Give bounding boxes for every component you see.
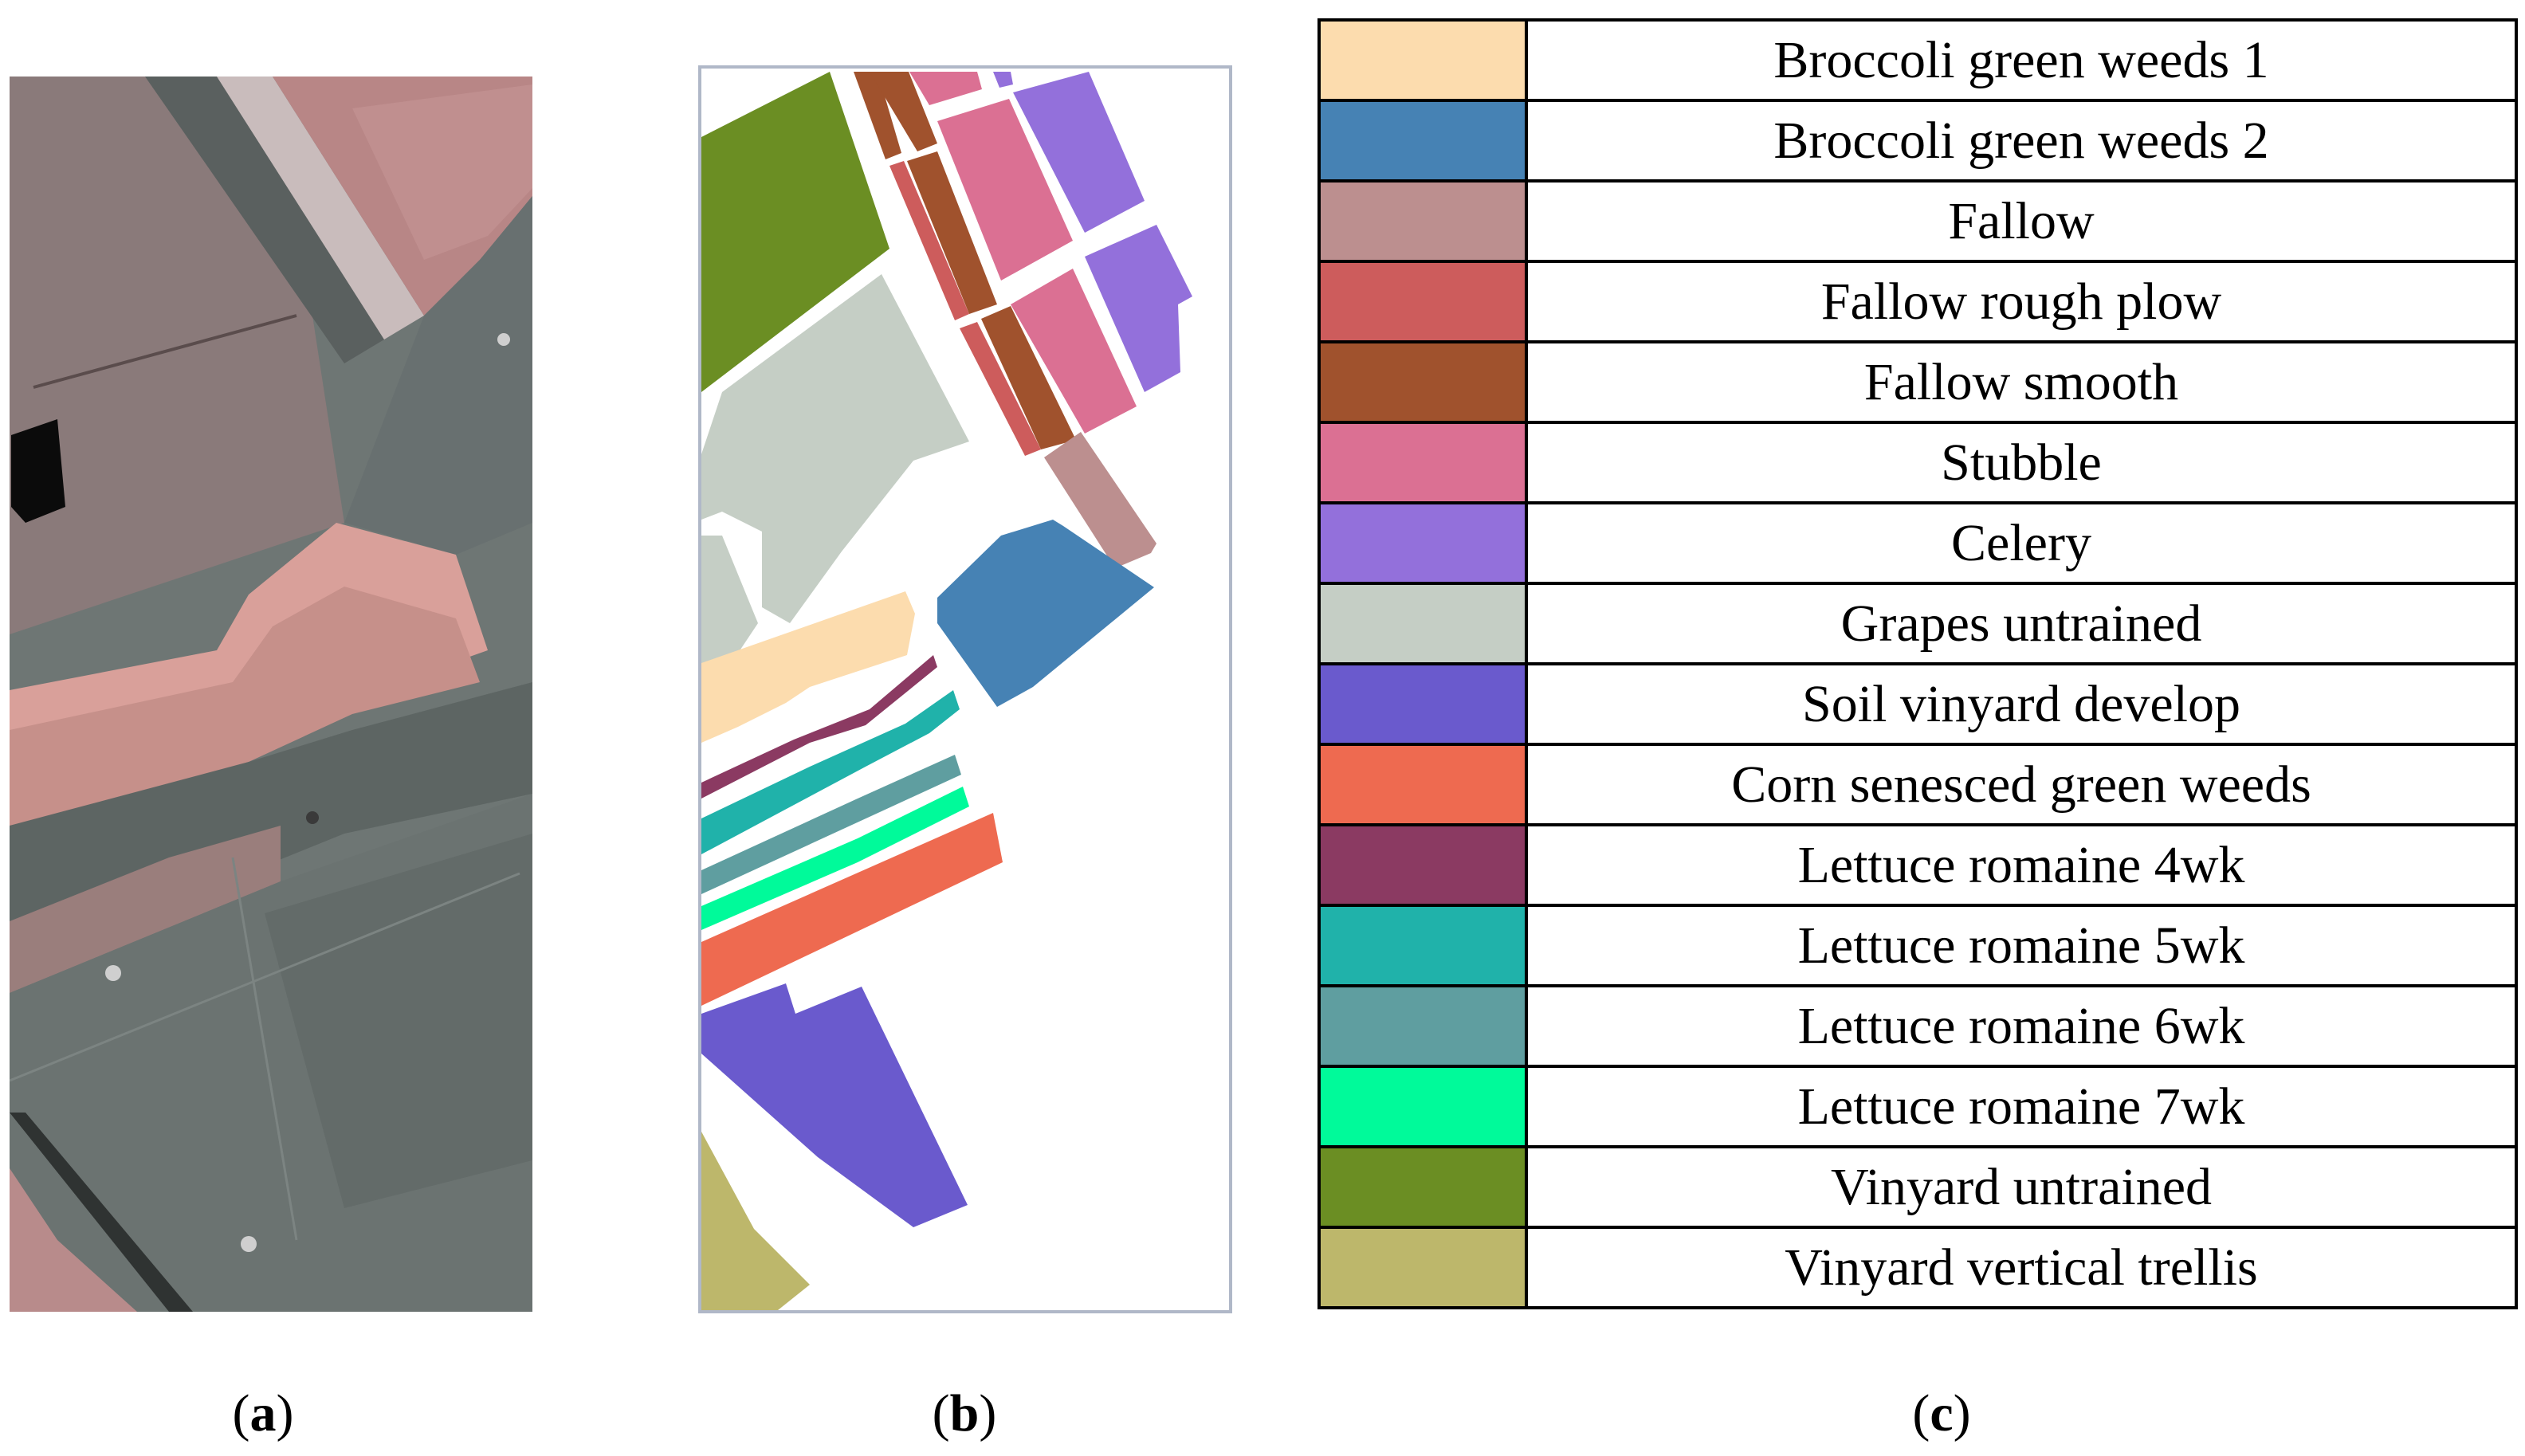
legend-swatch <box>1317 18 1528 102</box>
region-vinyard-untrained <box>701 72 889 392</box>
region-soil-vinyard-develop <box>701 983 968 1227</box>
region-celery-2 <box>1013 72 1145 233</box>
caption-b-close: ) <box>979 1384 997 1442</box>
region-fallow <box>1044 432 1156 568</box>
region-lettuce-romaine-4wk <box>701 655 937 799</box>
region-fallow-smooth-1 <box>854 72 901 159</box>
legend-row: Lettuce romaine 4wk <box>1317 823 2518 907</box>
legend-label: Broccoli green weeds 2 <box>1525 99 2518 182</box>
region-lettuce-romaine-6wk <box>701 755 961 894</box>
legend-row: Broccoli green weeds 1 <box>1317 18 2518 102</box>
legend-swatch <box>1317 99 1528 182</box>
caption-b-letter: b <box>949 1384 980 1442</box>
legend-row: Lettuce romaine 7wk <box>1317 1065 2518 1148</box>
region-fallow-smooth-2 <box>870 72 937 151</box>
caption-c-open: ( <box>1912 1384 1930 1442</box>
region-broccoli-green-weeds-1 <box>701 591 915 743</box>
legend-row: Fallow smooth <box>1317 340 2518 424</box>
legend-label: Soil vinyard develop <box>1525 662 2518 746</box>
caption-a-open: ( <box>232 1384 250 1442</box>
region-celery-1 <box>993 72 1013 88</box>
region-lettuce-romaine-7wk <box>701 787 969 930</box>
region-fallow-rough-plow-1 <box>889 161 969 320</box>
legend-label: Grapes untrained <box>1525 582 2518 665</box>
legend-label: Corn senesced green weeds <box>1525 743 2518 826</box>
region-stubble-3 <box>1011 269 1137 434</box>
legend-swatch <box>1317 1065 1528 1148</box>
legend-label: Broccoli green weeds 1 <box>1525 18 2518 102</box>
legend-swatch <box>1317 260 1528 343</box>
caption-a: (a) <box>183 1383 343 1444</box>
legend-swatch <box>1317 662 1528 746</box>
caption-a-letter: a <box>249 1384 277 1442</box>
legend-row: Vinyard vertical trellis <box>1317 1226 2518 1309</box>
region-celery-3 <box>1085 225 1192 392</box>
region-stubble-1 <box>909 72 982 105</box>
legend-row: Grapes untrained <box>1317 582 2518 665</box>
legend-swatch <box>1317 179 1528 263</box>
legend-table: Broccoli green weeds 1 Broccoli green wee… <box>1317 18 2518 1309</box>
legend-swatch <box>1317 501 1528 585</box>
legend-row: Lettuce romaine 5wk <box>1317 904 2518 987</box>
legend-label: Fallow <box>1525 179 2518 263</box>
legend-row: Fallow rough plow <box>1317 260 2518 343</box>
legend-row: Broccoli green weeds 2 <box>1317 99 2518 182</box>
legend-label: Lettuce romaine 5wk <box>1525 904 2518 987</box>
region-grapes-untrained-small <box>701 536 758 679</box>
ground-truth-map <box>698 65 1232 1313</box>
legend-swatch <box>1317 743 1528 826</box>
satellite-image <box>10 77 532 1312</box>
legend-swatch <box>1317 421 1528 504</box>
legend-row: Vinyard untrained <box>1317 1145 2518 1229</box>
region-vinyard-vertical-trellis <box>701 1132 810 1310</box>
legend-label: Vinyard vertical trellis <box>1525 1226 2518 1309</box>
legend-row: Stubble <box>1317 421 2518 504</box>
caption-a-close: ) <box>276 1384 294 1442</box>
region-fallow-smooth-4 <box>981 306 1076 449</box>
legend-row: Lettuce romaine 6wk <box>1317 984 2518 1068</box>
satellite-image-panel <box>10 77 532 1312</box>
legend-label: Lettuce romaine 7wk <box>1525 1065 2518 1148</box>
caption-b: (b) <box>885 1383 1044 1444</box>
region-lettuce-romaine-5wk <box>701 690 960 854</box>
legend-label: Stubble <box>1525 421 2518 504</box>
legend-label: Celery <box>1525 501 2518 585</box>
legend-swatch <box>1317 984 1528 1068</box>
legend-swatch <box>1317 340 1528 424</box>
region-broccoli-green-weeds-2 <box>937 520 1154 707</box>
legend-swatch <box>1317 582 1528 665</box>
region-stubble-2 <box>937 99 1073 281</box>
ground-truth-map-panel <box>698 65 1232 1313</box>
legend-body: Broccoli green weeds 1 Broccoli green wee… <box>1317 18 2518 1309</box>
legend-swatch <box>1317 1226 1528 1309</box>
region-fallow-rough-plow-2 <box>960 322 1041 456</box>
caption-c-letter: c <box>1930 1384 1954 1442</box>
legend-label: Fallow rough plow <box>1525 260 2518 343</box>
legend-swatch <box>1317 904 1528 987</box>
caption-c-close: ) <box>1953 1384 1971 1442</box>
legend-label: Fallow smooth <box>1525 340 2518 424</box>
region-fallow-smooth-3 <box>907 151 997 314</box>
region-grapes-untrained <box>701 274 969 623</box>
legend-label: Lettuce romaine 4wk <box>1525 823 2518 907</box>
legend-row: Celery <box>1317 501 2518 585</box>
region-corn-senesced-green-weeds <box>701 813 1003 1006</box>
legend-row: Corn senesced green weeds <box>1317 743 2518 826</box>
legend-swatch <box>1317 823 1528 907</box>
legend-label: Vinyard untrained <box>1525 1145 2518 1229</box>
legend-label: Lettuce romaine 6wk <box>1525 984 2518 1068</box>
legend-swatch <box>1317 1145 1528 1229</box>
legend-row: Fallow <box>1317 179 2518 263</box>
caption-b-open: ( <box>932 1384 950 1442</box>
caption-c: (c) <box>1862 1383 2021 1444</box>
legend-row: Soil vinyard develop <box>1317 662 2518 746</box>
